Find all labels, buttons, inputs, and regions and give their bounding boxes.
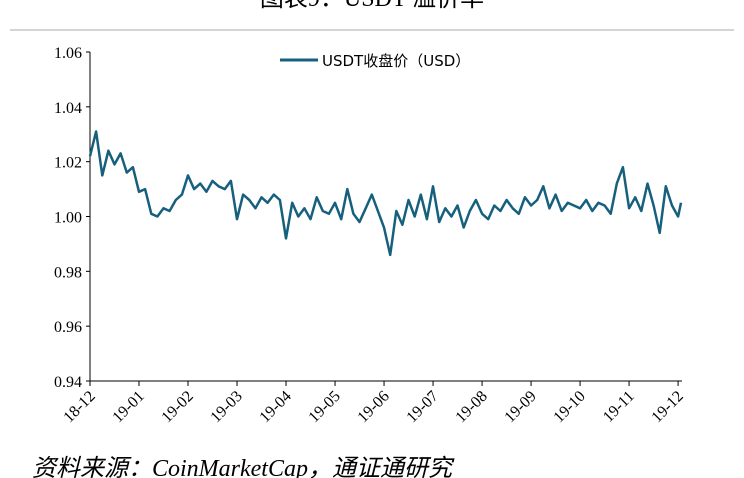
x-tick-label: 19-11 xyxy=(600,388,638,426)
x-tick-label: 18-12 xyxy=(60,388,98,426)
x-tick-label: 19-10 xyxy=(550,388,588,426)
x-tick-label: 19-06 xyxy=(354,388,392,426)
y-tick-label: 1.00 xyxy=(54,210,82,227)
y-tick-label: 0.98 xyxy=(54,264,82,281)
x-tick-label: 19-01 xyxy=(109,388,147,426)
x-tick-label: 19-09 xyxy=(501,388,539,426)
series-line xyxy=(88,130,683,257)
legend-label: USDT收盘价（USD） xyxy=(322,52,470,70)
x-tick-label: 19-07 xyxy=(403,388,441,426)
y-tick-label: 1.06 xyxy=(54,45,82,62)
chart-title: 图表9：USDT 溢价率 xyxy=(260,0,484,12)
y-tick-label: 1.02 xyxy=(54,155,82,172)
x-tick-label: 19-04 xyxy=(256,388,294,426)
x-tick-label: 19-08 xyxy=(452,388,490,426)
y-tick-label: 1.04 xyxy=(54,100,82,117)
x-tick-label: 19-02 xyxy=(158,388,196,426)
x-tick-label: 19-05 xyxy=(305,388,343,426)
x-tick-label: 19-03 xyxy=(207,388,245,426)
y-tick-label: 0.96 xyxy=(54,319,82,336)
y-tick-label: 0.94 xyxy=(54,374,82,391)
x-tick-label: 19-12 xyxy=(648,388,686,426)
source-note: 资料来源：CoinMarketCap，通证通研究 xyxy=(32,455,455,478)
